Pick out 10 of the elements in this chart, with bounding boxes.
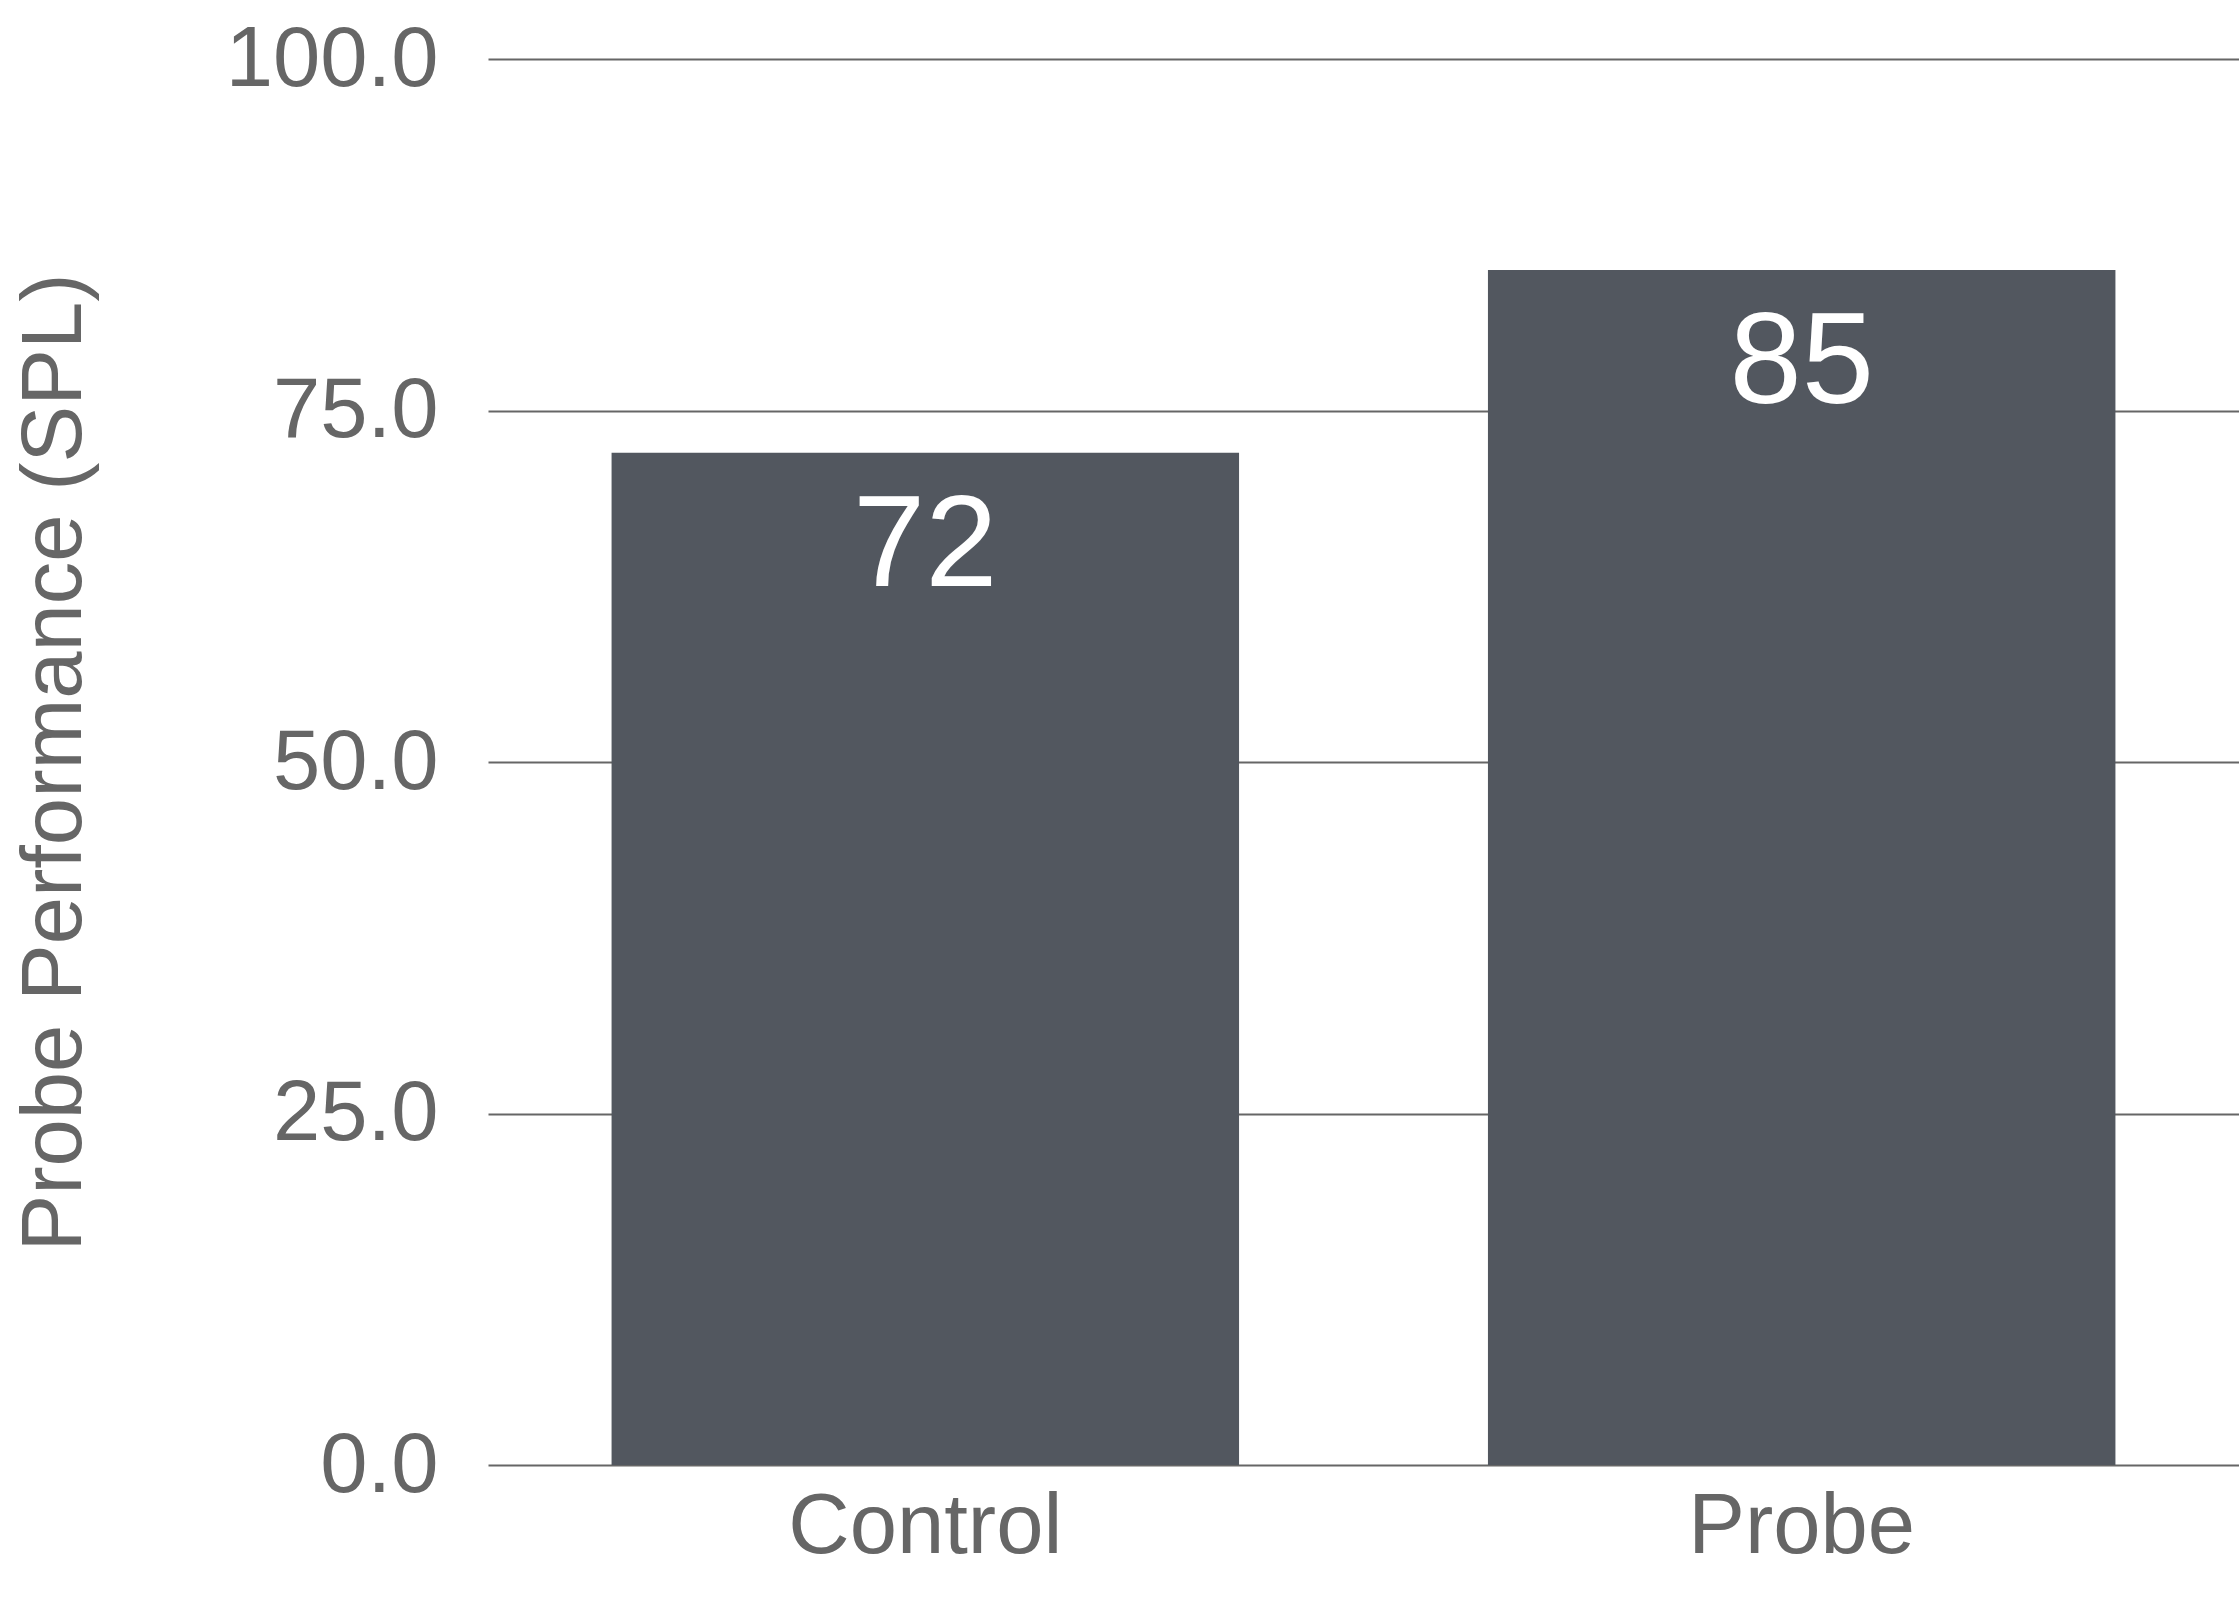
- data-label: 85: [1729, 284, 1874, 431]
- y-tick-label: 0.0: [320, 1414, 439, 1510]
- y-tick-label: 25.0: [273, 1063, 439, 1158]
- data-label: 72: [853, 467, 998, 614]
- y-tick-label: 75.0: [273, 360, 439, 455]
- y-axis-title: Probe Performance (SPL): [3, 273, 99, 1252]
- x-tick-label: Control: [788, 1475, 1063, 1571]
- y-tick-label: 50.0: [273, 711, 439, 807]
- y-tick-label: 100.0: [225, 8, 439, 104]
- x-tick-label: Probe: [1688, 1475, 1916, 1571]
